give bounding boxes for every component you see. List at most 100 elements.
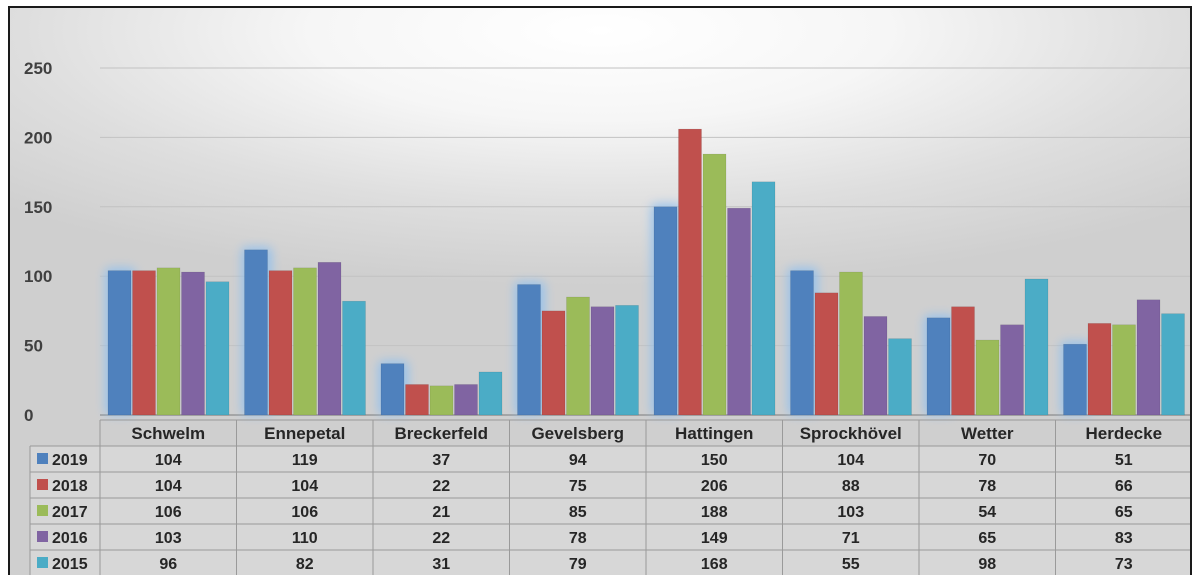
ytick-label-0: 0 — [24, 406, 33, 425]
category-label-hattingen: Hattingen — [675, 424, 753, 443]
bar-2015-herdecke — [1161, 313, 1185, 416]
table-cell-2019-schwelm: 104 — [155, 452, 182, 469]
table-cell-2016-ennepetal: 110 — [292, 530, 318, 547]
legend-label-2018: 2018 — [52, 478, 88, 495]
bar-2017-wetter — [975, 339, 1000, 416]
table-cell-2017-wetter: 54 — [978, 504, 996, 521]
table-cell-2018-ennepetal: 104 — [291, 478, 318, 495]
bar-2018-sprockhovel — [814, 292, 839, 416]
bar-2019-schwelm — [107, 270, 132, 416]
legend-key-2018 — [37, 479, 48, 490]
bar-2016-sprockhovel — [863, 316, 888, 416]
table-cell-2015-breckerfeld: 31 — [432, 556, 450, 573]
table-cell-2017-schwelm: 106 — [155, 504, 182, 521]
table-cell-2017-breckerfeld: 21 — [432, 504, 450, 521]
bar-2017-herdecke — [1112, 324, 1136, 416]
table-cell-2015-sprockhovel: 55 — [842, 556, 860, 573]
bar-2017-hattingen — [702, 153, 727, 416]
bars — [105, 128, 1185, 416]
table-cell-2017-hattingen: 188 — [701, 504, 728, 521]
table-cell-2018-breckerfeld: 22 — [432, 478, 450, 495]
data-table: Schwelm Ennepetal Breckerfeld Gevelsberg Hat… — [29, 419, 1190, 575]
table-cell-2018-sprockhovel: 88 — [842, 478, 860, 495]
table-cell-2019-breckerfeld: 37 — [432, 452, 450, 469]
legend-label-2017: 2017 — [52, 504, 88, 521]
table-cell-2019-hattingen: 150 — [701, 452, 728, 469]
table-cell-2016-sprockhovel: 71 — [842, 530, 860, 547]
table-cell-2019-wetter: 70 — [978, 452, 996, 469]
bar-2018-hattingen — [678, 128, 702, 416]
table-cell-2018-wetter: 78 — [978, 478, 996, 495]
bar-2015-ennepetal — [342, 300, 366, 416]
data-table-body-bg — [30, 446, 1190, 575]
bar-2016-hattingen — [727, 207, 751, 416]
table-cell-2015-gevelsberg: 79 — [569, 556, 587, 573]
bar-2016-herdecke — [1136, 299, 1161, 416]
category-label-ennepetal: Ennepetal — [264, 424, 345, 443]
bar-2019-ennepetal — [244, 249, 268, 416]
bar-2019-wetter — [926, 317, 951, 416]
table-cell-2018-herdecke: 66 — [1115, 478, 1133, 495]
table-cell-2019-herdecke: 51 — [1115, 452, 1133, 469]
table-cell-2016-herdecke: 83 — [1115, 530, 1133, 547]
category-label-wetter: Wetter — [961, 424, 1014, 443]
table-cell-2017-herdecke: 65 — [1115, 504, 1133, 521]
category-label-breckerfeld: Breckerfeld — [394, 424, 488, 443]
ytick-label-50: 50 — [24, 337, 43, 356]
table-cell-2015-herdecke: 73 — [1115, 556, 1133, 573]
bar-chart: 0 50 100 150 200 250 Schwelm Ennepetal Breckerf… — [24, 59, 1190, 575]
bar-2017-gevelsberg — [566, 296, 590, 416]
y-axis-ticks: 0 50 100 150 200 250 — [24, 59, 52, 425]
category-label-sprockhovel: Sprockhövel — [800, 424, 902, 443]
chart-frame: 0 50 100 150 200 250 Schwelm Ennepetal Breckerf… — [8, 6, 1192, 575]
bar-2016-breckerfeld — [454, 384, 478, 416]
table-cell-2015-wetter: 98 — [978, 556, 996, 573]
table-cell-2015-schwelm: 96 — [159, 556, 177, 573]
table-cell-2018-gevelsberg: 75 — [569, 478, 587, 495]
table-cell-2017-sprockhovel: 103 — [837, 504, 864, 521]
ytick-label-100: 100 — [24, 267, 52, 286]
table-cell-2019-ennepetal: 119 — [292, 452, 318, 469]
bar-2015-gevelsberg — [615, 305, 639, 416]
bar-2016-wetter — [1000, 324, 1024, 416]
bar-2015-hattingen — [751, 181, 776, 416]
bar-2018-gevelsberg — [541, 310, 566, 416]
bar-2018-breckerfeld — [405, 384, 429, 416]
legend-key-2019 — [37, 453, 48, 464]
category-label-herdecke: Herdecke — [1085, 424, 1162, 443]
category-label-schwelm: Schwelm — [131, 424, 205, 443]
table-cell-2016-hattingen: 149 — [701, 530, 728, 547]
bar-2017-ennepetal — [293, 267, 317, 416]
bar-2016-ennepetal — [317, 262, 342, 416]
table-cell-2015-hattingen: 168 — [701, 556, 728, 573]
table-cell-2017-gevelsberg: 85 — [569, 504, 587, 521]
table-cell-2016-gevelsberg: 78 — [569, 530, 587, 547]
category-label-gevelsberg: Gevelsberg — [531, 424, 624, 443]
table-cell-2017-ennepetal: 106 — [291, 504, 318, 521]
table-cell-2016-schwelm: 103 — [155, 530, 182, 547]
bar-2018-schwelm — [132, 270, 156, 416]
bar-2016-gevelsberg — [590, 306, 615, 416]
bar-2015-sprockhovel — [888, 338, 912, 416]
legend-key-2016 — [37, 531, 48, 542]
table-cell-2016-wetter: 65 — [978, 530, 996, 547]
bar-2019-breckerfeld — [380, 363, 405, 416]
ytick-label-250: 250 — [24, 59, 52, 78]
bar-2019-sprockhovel — [790, 270, 814, 416]
bar-2017-breckerfeld — [429, 385, 454, 416]
bar-2019-gevelsberg — [517, 284, 541, 416]
legend-label-2019: 2019 — [52, 452, 88, 469]
ytick-label-200: 200 — [24, 128, 52, 147]
table-cell-2019-sprockhovel: 104 — [837, 452, 864, 469]
bar-2017-sprockhovel — [839, 271, 863, 416]
bar-2018-wetter — [951, 306, 975, 416]
legend-label-2015: 2015 — [52, 556, 88, 573]
bar-2016-schwelm — [181, 271, 205, 416]
bar-2019-hattingen — [653, 206, 678, 416]
bar-2018-ennepetal — [268, 270, 293, 416]
legend-key-2017 — [37, 505, 48, 516]
legend-key-2015 — [37, 557, 48, 568]
bar-2015-breckerfeld — [478, 371, 503, 416]
table-cell-2018-schwelm: 104 — [155, 478, 182, 495]
table-cell-2016-breckerfeld: 22 — [432, 530, 450, 547]
